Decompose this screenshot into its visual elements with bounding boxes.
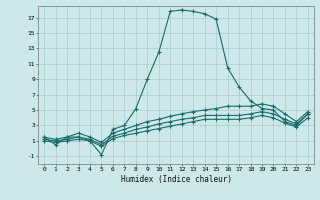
X-axis label: Humidex (Indice chaleur): Humidex (Indice chaleur) xyxy=(121,175,231,184)
